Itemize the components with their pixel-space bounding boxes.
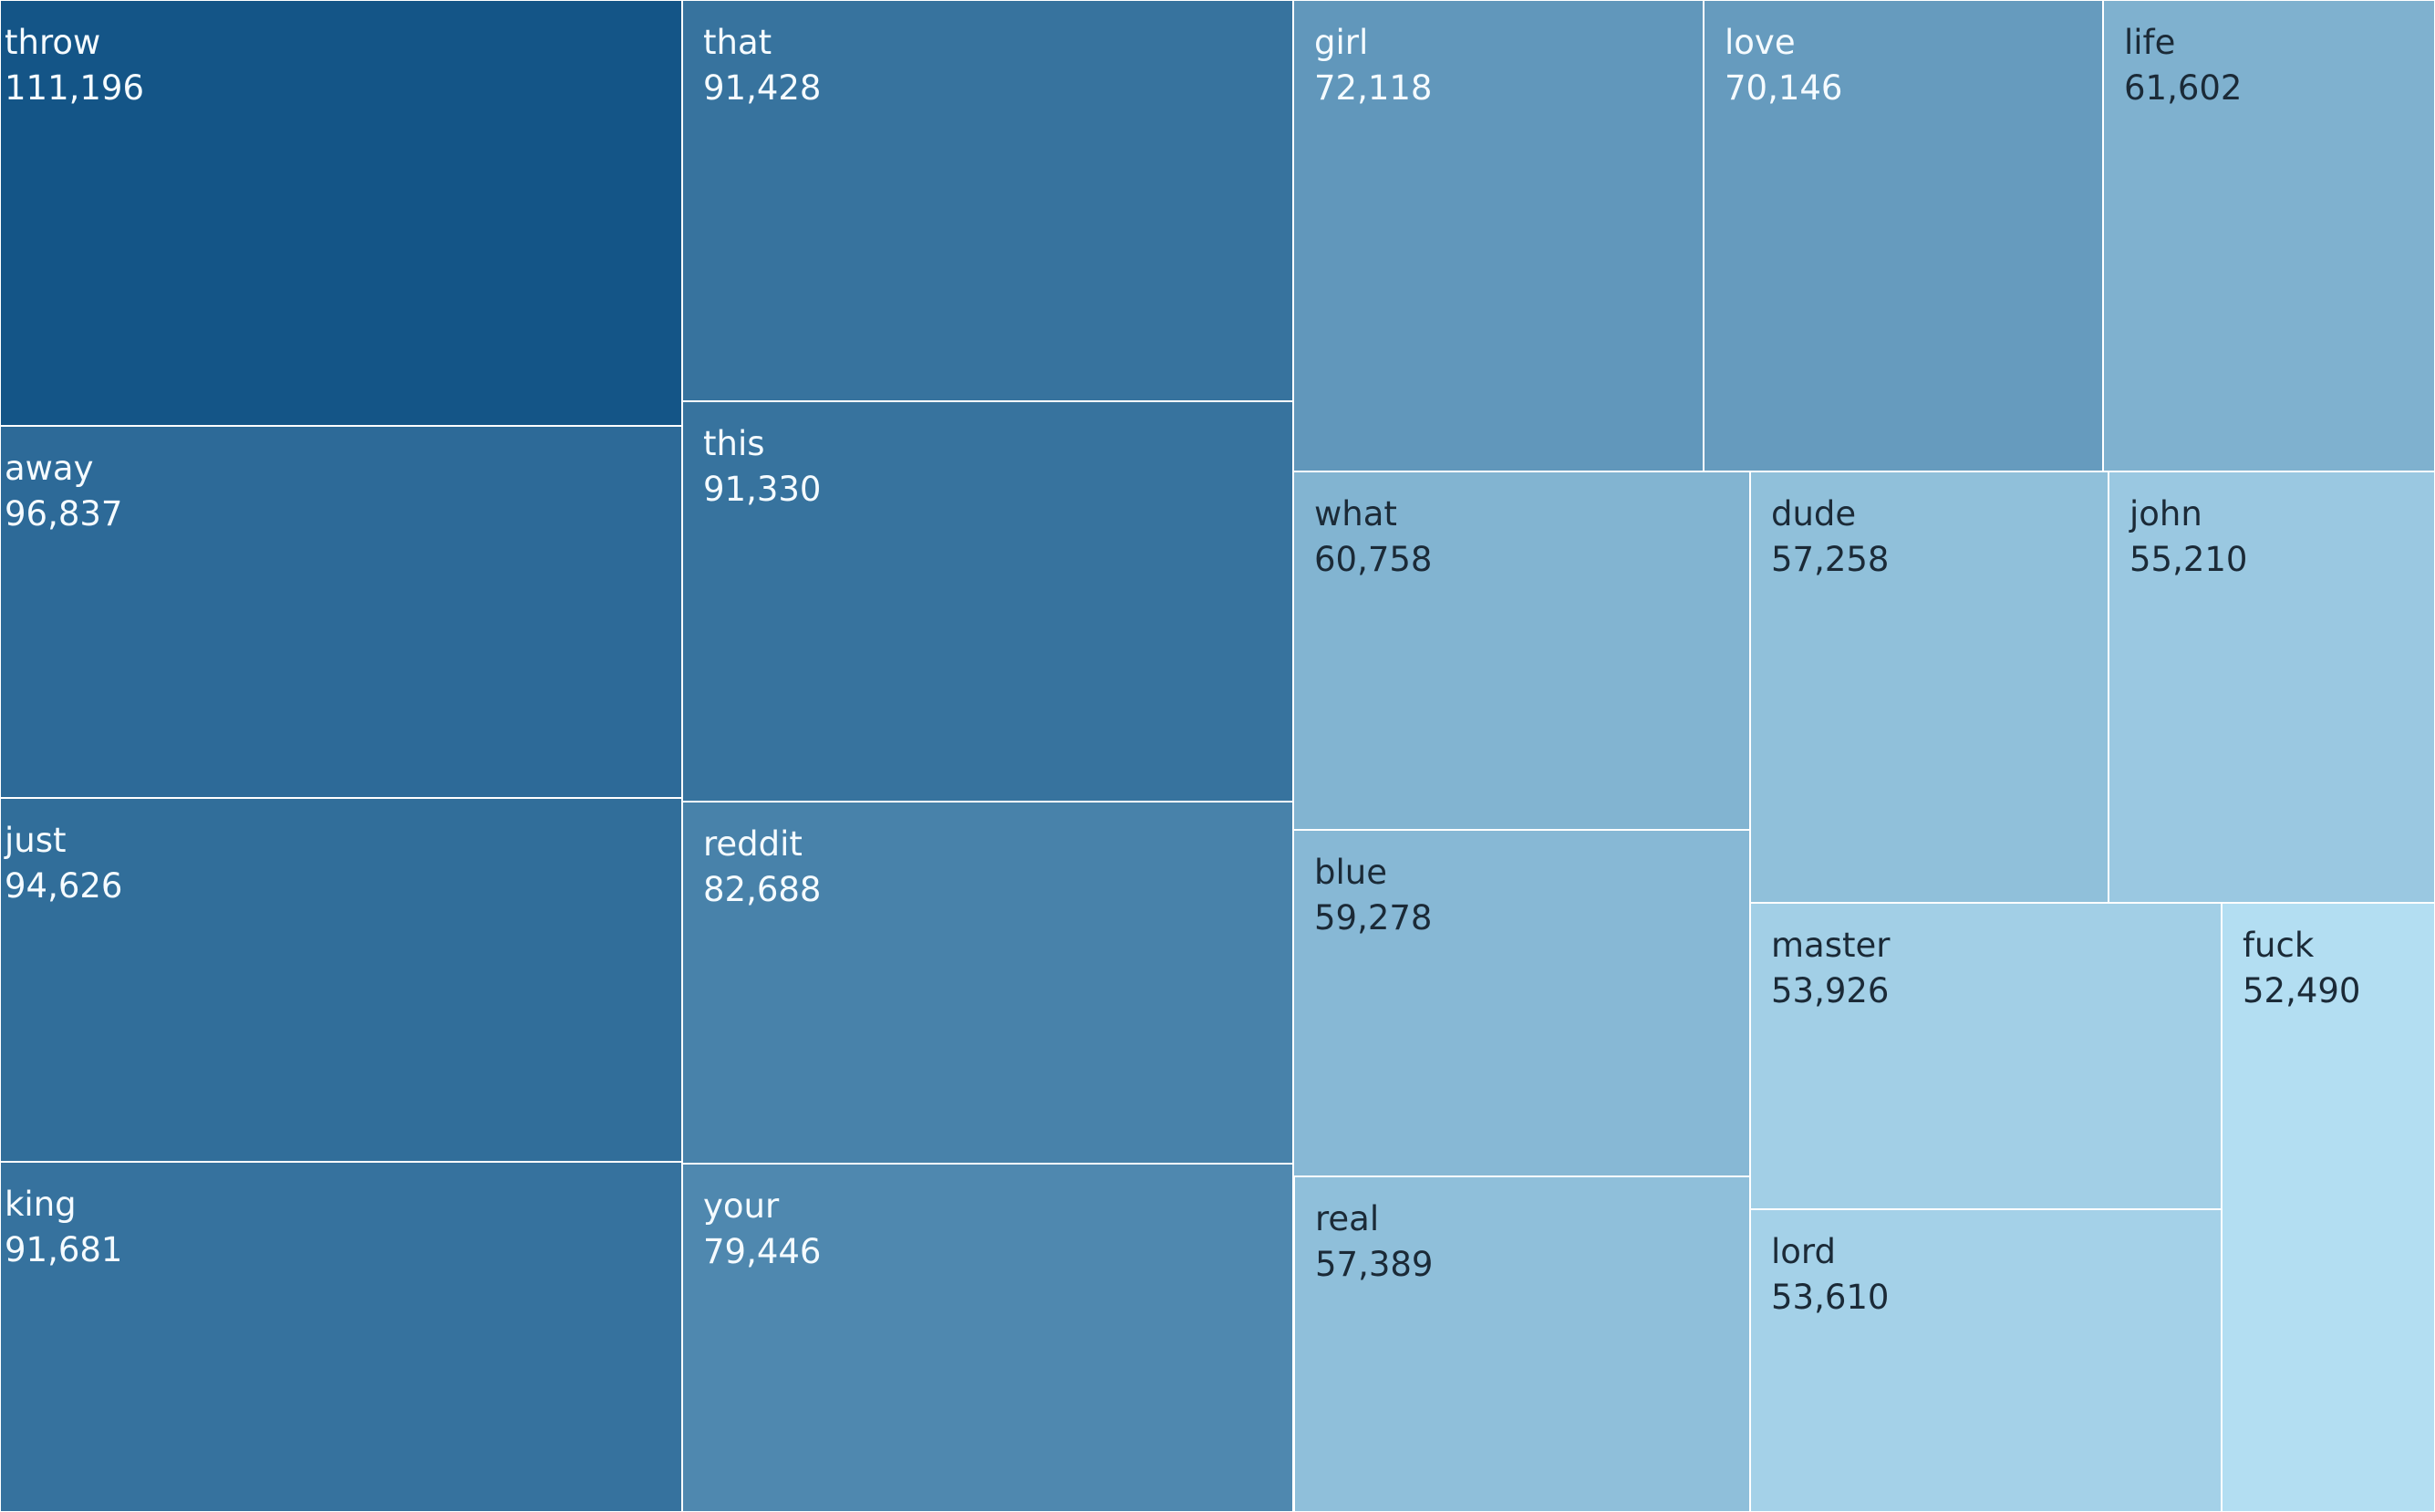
tile-value: 91,681 — [5, 1230, 123, 1269]
tile-value: 53,610 — [1771, 1278, 1890, 1317]
tile-value: 91,428 — [703, 68, 822, 108]
tile-value: 94,626 — [5, 866, 123, 906]
tile-value: 111,196 — [5, 68, 145, 108]
treemap-tile-throw[interactable]: throw 111,196 — [0, 0, 682, 426]
treemap-tile-life[interactable]: life 61,602 — [2103, 0, 2435, 471]
treemap-tile-this[interactable]: this 91,330 — [682, 401, 1293, 802]
tile-value: 61,602 — [2124, 68, 2243, 108]
tile-label: master — [1771, 926, 1891, 965]
tile-value: 72,118 — [1314, 68, 1433, 108]
tile-label: this — [703, 424, 765, 463]
treemap-tile-love[interactable]: love 70,146 — [1704, 0, 2103, 471]
tile-label: throw — [5, 23, 101, 62]
tile-label: that — [703, 23, 772, 62]
treemap-tile-that[interactable]: that 91,428 — [682, 0, 1293, 401]
tile-value: 91,330 — [703, 470, 822, 509]
tile-label: king — [5, 1185, 77, 1224]
tile-label: what — [1314, 494, 1397, 533]
treemap-tile-lord[interactable]: lord 53,610 — [1750, 1209, 2222, 1512]
treemap-tile-girl[interactable]: girl 72,118 — [1293, 0, 1704, 471]
tile-label: dude — [1771, 494, 1857, 533]
treemap-tile-blue[interactable]: blue 59,278 — [1293, 830, 1750, 1176]
treemap-tile-real[interactable]: real 57,389 — [1294, 1176, 1750, 1512]
tile-label: lord — [1771, 1232, 1836, 1271]
tile-label: fuck — [2243, 926, 2315, 965]
tile-label: blue — [1314, 853, 1387, 892]
tile-value: 79,446 — [703, 1232, 822, 1271]
tile-value: 96,837 — [5, 494, 123, 533]
tile-value: 70,146 — [1725, 68, 1843, 108]
tile-value: 57,258 — [1771, 540, 1890, 579]
tile-value: 52,490 — [2243, 971, 2361, 1010]
tile-value: 53,926 — [1771, 971, 1890, 1010]
tile-label: real — [1315, 1199, 1380, 1238]
treemap-tile-king[interactable]: king 91,681 — [0, 1162, 682, 1512]
treemap-tile-john[interactable]: john 55,210 — [2109, 471, 2435, 903]
tile-value: 60,758 — [1314, 540, 1433, 579]
tile-label: away — [5, 449, 94, 488]
tile-value: 55,210 — [2129, 540, 2248, 579]
tile-value: 57,389 — [1315, 1245, 1434, 1284]
treemap-tile-your[interactable]: your 79,446 — [682, 1164, 1293, 1512]
treemap-tile-just[interactable]: just 94,626 — [0, 798, 682, 1162]
tile-label: life — [2124, 23, 2176, 62]
tile-label: just — [5, 821, 67, 860]
tile-label: love — [1725, 23, 1796, 62]
treemap-tile-master[interactable]: master 53,926 — [1750, 903, 2222, 1209]
treemap-tile-reddit[interactable]: reddit 82,688 — [682, 802, 1293, 1164]
tile-value: 59,278 — [1314, 898, 1433, 937]
tile-label: john — [2129, 494, 2202, 533]
treemap-tile-dude[interactable]: dude 57,258 — [1750, 471, 2109, 903]
tile-label: girl — [1314, 23, 1369, 62]
tile-value: 82,688 — [703, 870, 822, 909]
tile-label: your — [703, 1186, 780, 1226]
treemap-tile-fuck[interactable]: fuck 52,490 — [2222, 903, 2435, 1512]
tile-label: reddit — [703, 824, 803, 864]
treemap-tile-what[interactable]: what 60,758 — [1293, 471, 1750, 830]
treemap-tile-away[interactable]: away 96,837 — [0, 426, 682, 798]
